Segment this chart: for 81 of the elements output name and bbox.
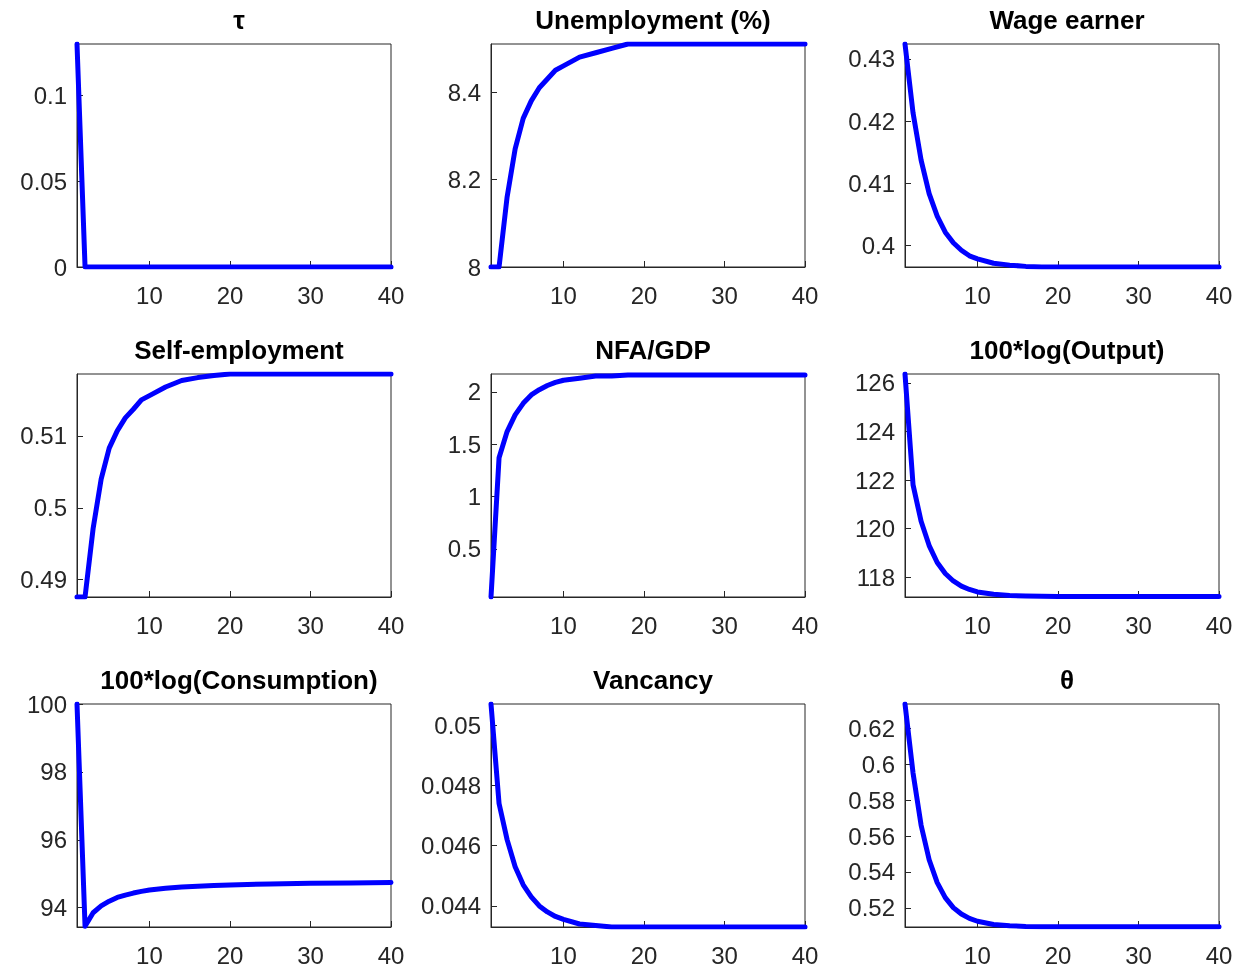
chart-title: Wage earner (989, 5, 1145, 35)
chart-title: Vancancy (593, 665, 714, 695)
y-tick-label: 8 (467, 253, 481, 281)
x-tick-label: 20 (216, 941, 244, 969)
x-tick-label: 30 (711, 941, 738, 969)
x-tick-label: 40 (377, 281, 405, 309)
y-tick-label: 0.43 (848, 45, 895, 73)
y-tick-label: 0.05 (20, 167, 67, 195)
x-tick-label: 30 (711, 611, 738, 639)
y-tick-label: 1.5 (447, 430, 481, 458)
x-tick-label: 30 (297, 611, 324, 639)
chart-title: Self-employment (134, 335, 345, 365)
chart-title: 100*log(Consumption) (100, 665, 378, 695)
x-tick-label: 30 (1125, 611, 1152, 639)
x-tick-label: 10 (964, 941, 991, 969)
y-tick-label: 2 (467, 378, 481, 406)
x-tick-label: 40 (1205, 281, 1233, 309)
x-tick-label: 20 (1044, 611, 1072, 639)
y-tick-label: 0.52 (848, 894, 895, 922)
y-tick-label: 122 (854, 466, 895, 494)
y-tick-label: 0.046 (420, 832, 481, 860)
x-tick-label: 40 (791, 611, 819, 639)
y-tick-label: 0.044 (420, 892, 481, 920)
y-tick-label: 8.4 (447, 78, 481, 106)
chart-title: Unemployment (%) (535, 5, 771, 35)
y-tick-label: 0.5 (33, 494, 67, 522)
chart-title: τ (233, 5, 246, 35)
x-tick-label: 10 (550, 611, 577, 639)
y-tick-label: 126 (854, 369, 895, 397)
y-tick-label: 8.2 (447, 166, 481, 194)
y-tick-label: 0 (53, 253, 67, 281)
y-tick-label: 0.56 (848, 822, 895, 850)
x-tick-label: 10 (136, 941, 163, 969)
x-tick-label: 40 (377, 611, 405, 639)
y-tick-label: 100 (26, 690, 67, 718)
y-tick-label: 96 (40, 826, 67, 854)
x-tick-label: 10 (550, 281, 577, 309)
x-tick-label: 10 (136, 611, 163, 639)
x-tick-label: 10 (964, 281, 991, 309)
y-tick-label: 0.048 (420, 771, 481, 799)
x-tick-label: 10 (964, 611, 991, 639)
chart-title: 100*log(Output) (969, 335, 1165, 365)
x-tick-label: 20 (630, 611, 658, 639)
y-tick-label: 0.54 (848, 858, 895, 886)
y-tick-label: 0.05 (434, 711, 481, 739)
x-tick-label: 30 (1125, 941, 1152, 969)
y-tick-label: 0.58 (848, 786, 895, 814)
x-tick-label: 20 (630, 941, 658, 969)
y-tick-label: 94 (40, 894, 67, 922)
y-tick-label: 118 (856, 563, 895, 591)
x-tick-label: 20 (1044, 281, 1072, 309)
y-tick-label: 1 (467, 482, 481, 510)
y-tick-label: 0.5 (447, 535, 481, 563)
x-tick-label: 30 (711, 281, 738, 309)
x-tick-label: 20 (216, 611, 244, 639)
x-tick-label: 10 (550, 941, 577, 969)
chart-title: NFA/GDP (595, 335, 711, 365)
y-tick-label: 0.1 (33, 81, 67, 109)
x-tick-label: 10 (136, 281, 163, 309)
x-tick-label: 40 (791, 941, 819, 969)
chart-title: θ (1059, 665, 1075, 695)
y-tick-label: 0.4 (861, 231, 895, 259)
x-tick-label: 20 (630, 281, 658, 309)
x-tick-label: 40 (1205, 941, 1233, 969)
x-tick-label: 30 (297, 281, 324, 309)
y-tick-label: 0.41 (848, 169, 895, 197)
x-tick-label: 40 (377, 941, 405, 969)
x-tick-label: 20 (216, 281, 244, 309)
y-tick-label: 0.6 (861, 750, 895, 778)
x-tick-label: 40 (1205, 611, 1233, 639)
y-tick-label: 0.62 (848, 714, 895, 742)
x-tick-label: 30 (297, 941, 324, 969)
x-tick-label: 20 (1044, 941, 1072, 969)
y-tick-label: 124 (854, 418, 895, 446)
x-tick-label: 30 (1125, 281, 1152, 309)
x-tick-label: 40 (791, 281, 819, 309)
y-tick-label: 0.42 (848, 107, 895, 135)
y-tick-label: 0.51 (20, 422, 67, 450)
y-tick-label: 120 (854, 515, 895, 543)
y-tick-label: 0.49 (20, 566, 67, 594)
y-tick-label: 98 (40, 758, 67, 786)
